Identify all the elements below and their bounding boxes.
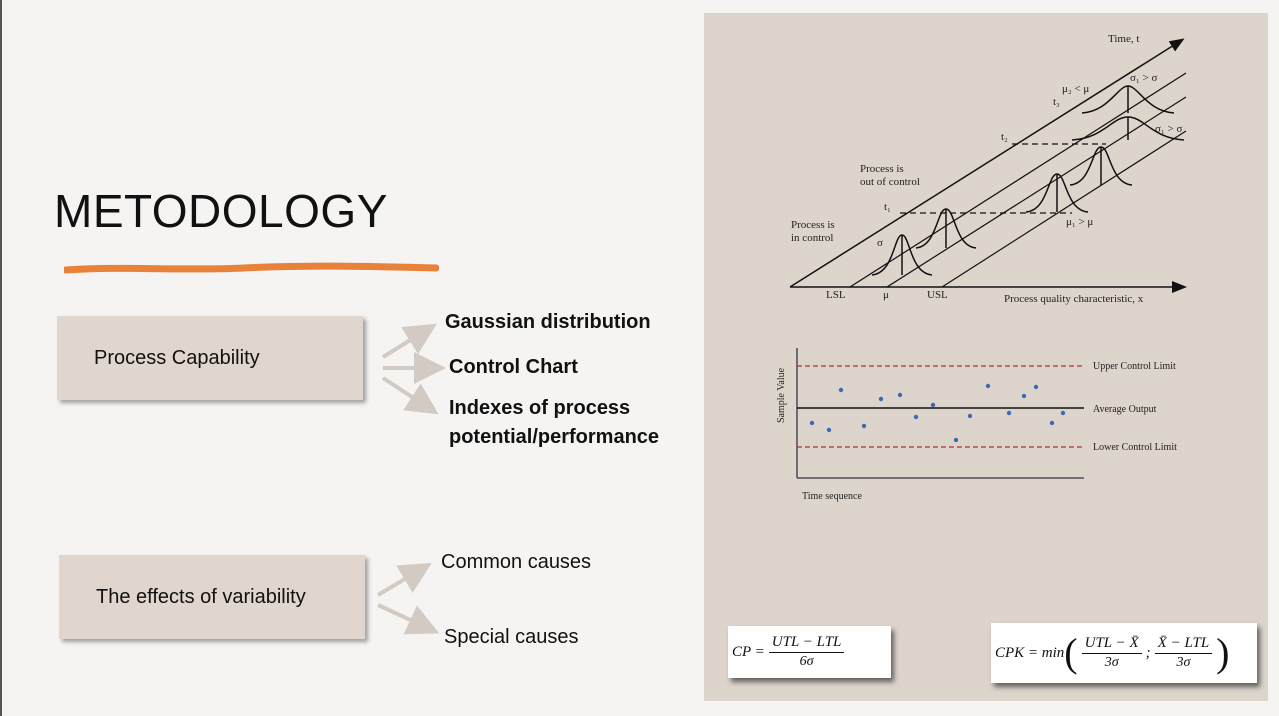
variability-box: The effects of variability [59,555,365,639]
cpk-numerator-1: UTL − X̄ [1081,634,1142,654]
cpk-fraction-1: UTL − X̄ 3σ [1081,634,1142,672]
common-causes-label: Common causes [441,551,592,573]
sample-point [953,437,959,443]
sigma1-label-mid: σ₁ > σ [1155,123,1182,135]
sample-point [913,414,919,420]
sample-point [930,402,936,408]
slide-title: METODOLOGY [54,185,388,237]
mu2-label: μ₂ < μ [1062,83,1089,95]
process-distribution-diagram: Time, t Process quality characteristic, … [789,33,1187,305]
sample-point [1060,410,1066,416]
cp-fraction: UTL − LTL 6σ [768,633,845,671]
avg-output-label: Average Output [1093,404,1157,415]
figure-panel: Time, t Process quality characteristic, … [704,13,1268,701]
sample-point [809,420,815,426]
cpk-formula-name: CPK = min [995,644,1065,661]
sample-point [967,413,973,419]
out-of-control-label-line1: Process is [860,163,904,175]
t2-label: t₂ [1001,131,1008,143]
lcl-label: Lower Control Limit [1093,442,1177,453]
out-of-control-label-line2: out of control [860,176,920,188]
arrow-to-common-causes [376,562,432,597]
cpk-denominator-2: 3σ [1176,655,1191,670]
open-paren: ( [1064,630,1078,675]
sample-point [861,423,867,429]
cp-formula-name: CP = [732,643,765,660]
lsl-label: LSL [826,289,846,301]
cp-formula: CP = UTL − LTL 6σ [728,626,891,678]
cpk-numerator-2: X̄ − LTL [1154,634,1213,654]
in-control-label-line1: Process is [791,219,835,231]
in-control-label-line2: in control [791,232,833,244]
sample-point [897,392,903,398]
arrow-to-gaussian [381,323,437,359]
mu1-label: μ₁ > μ [1066,216,1093,228]
mu-label: μ [883,289,889,301]
close-paren: ) [1216,630,1230,675]
sample-point [826,427,832,433]
special-causes-label: Special causes [444,626,579,648]
sample-value-label: Sample Value [776,367,787,423]
cpk-formula: CPK = min ( UTL − X̄ 3σ ; X̄ − LTL 3σ ) [991,623,1257,683]
sample-point [1021,393,1027,399]
sample-point [838,387,844,393]
sample-point [1049,420,1055,426]
gaussian-distribution-label: Gaussian distribution [445,311,651,333]
time-axis-label: Time, t [1108,33,1139,45]
process-capability-box: Process Capability [57,316,363,400]
arrow-to-indexes [381,376,439,415]
usl-label: USL [927,289,948,301]
slide-left-border [0,0,2,716]
variability-label: The effects of variability [96,585,306,608]
cpk-separator: ; [1145,644,1151,661]
indexes-label-line2: potential/performance [449,426,660,448]
control-chart-label: Control Chart [449,356,578,378]
arrow-to-special-causes [377,603,440,635]
sample-point [1006,410,1012,416]
cpk-denominator-1: 3σ [1104,655,1119,670]
cp-denominator: 6σ [799,654,814,669]
sample-point [878,396,884,402]
t3-label: t₃ [1053,96,1060,108]
cpk-fraction-2: X̄ − LTL 3σ [1154,634,1213,672]
time-sequence-label: Time sequence [802,491,862,502]
ucl-label: Upper Control Limit [1093,361,1176,372]
sample-point [985,383,991,389]
sample-point [1033,384,1039,390]
x-axis-label: Process quality characteristic, x [1004,293,1144,305]
t1-label: t₁ [884,201,891,213]
process-capability-label: Process Capability [94,346,260,369]
sigma1-label-top: σ₁ > σ [1130,72,1157,84]
title-underline [64,262,439,274]
time-axis [789,38,1185,288]
control-chart-figure: Sample Value Time sequence Upper Control… [776,348,1177,502]
sigma-label: σ [877,237,883,249]
indexes-label-line1: Indexes of process [449,397,631,419]
cp-numerator: UTL − LTL [768,633,845,653]
